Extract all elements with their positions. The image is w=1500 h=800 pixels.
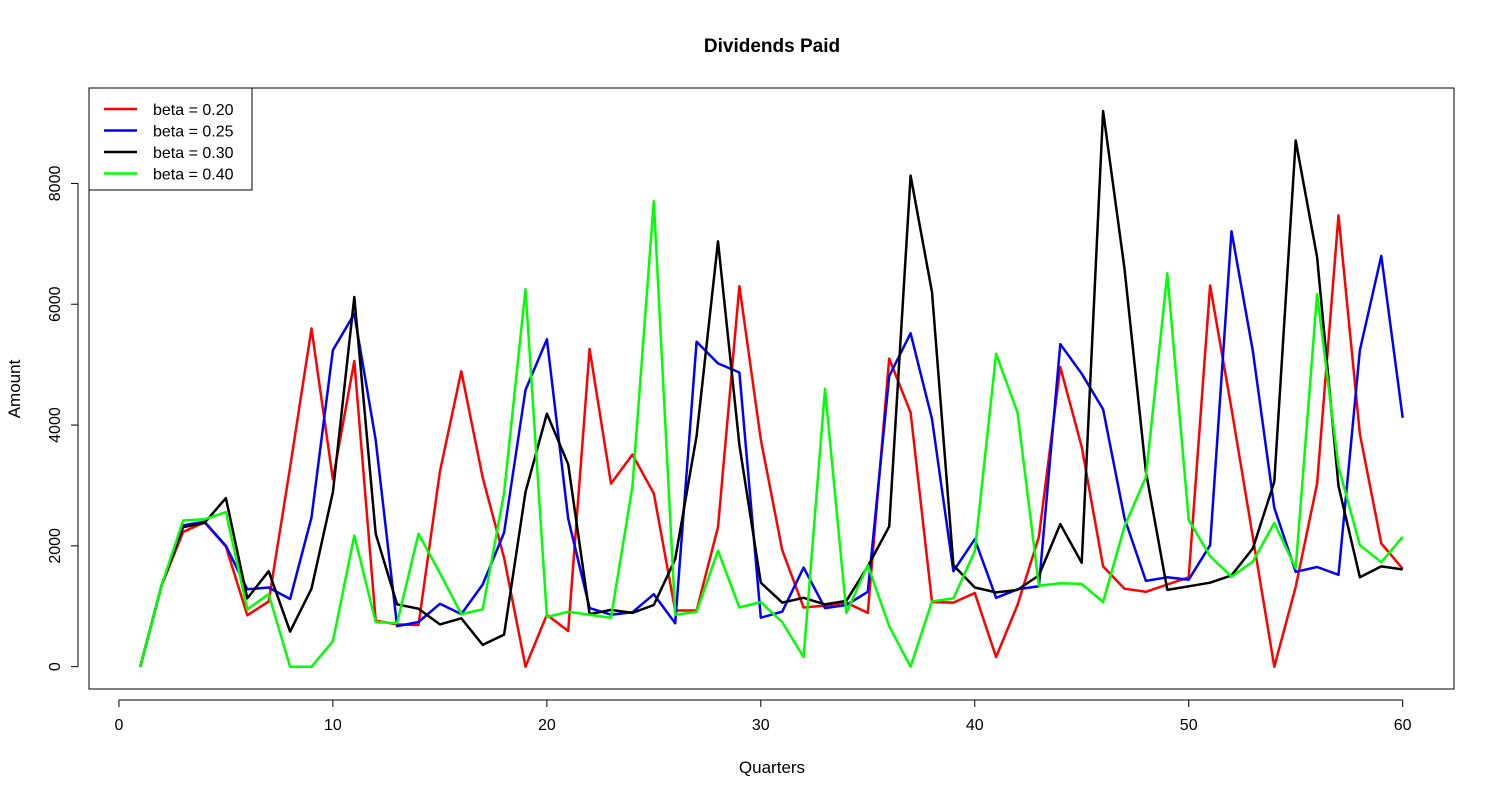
y-tick-label: 0 [47, 662, 64, 671]
x-tick-label: 10 [324, 717, 342, 734]
legend-label: beta = 0.20 [153, 102, 234, 119]
x-tick-label: 40 [966, 717, 984, 734]
x-tick-label: 50 [1180, 717, 1198, 734]
chart-title: Dividends Paid [704, 36, 840, 57]
legend-label: beta = 0.25 [153, 124, 234, 141]
x-tick-label: 0 [114, 717, 123, 734]
legend-label: beta = 0.30 [153, 145, 234, 162]
y-tick-label: 8000 [47, 166, 64, 202]
axes: 0 10 20 30 40 50 60 0 2000 4000 6000 8000 [47, 166, 1412, 734]
y-tick-label: 2000 [47, 528, 64, 564]
series-lines [139, 109, 1404, 668]
legend-label: beta = 0.40 [153, 167, 234, 184]
series-line-4 [139, 199, 1404, 668]
x-tick-label: 20 [538, 717, 556, 734]
series-line-1 [139, 214, 1404, 668]
plot-frame [88, 87, 1455, 690]
legend: beta = 0.20 beta = 0.25 beta = 0.30 beta = … [88, 87, 253, 191]
y-axis-label: Amount [5, 359, 24, 418]
x-tick-label: 60 [1394, 717, 1412, 734]
series-line-3 [139, 109, 1403, 668]
x-tick-label: 30 [752, 717, 770, 734]
y-tick-label: 6000 [47, 286, 64, 322]
x-axis-label: Quarters [739, 758, 805, 777]
y-tick-label: 4000 [47, 407, 64, 443]
